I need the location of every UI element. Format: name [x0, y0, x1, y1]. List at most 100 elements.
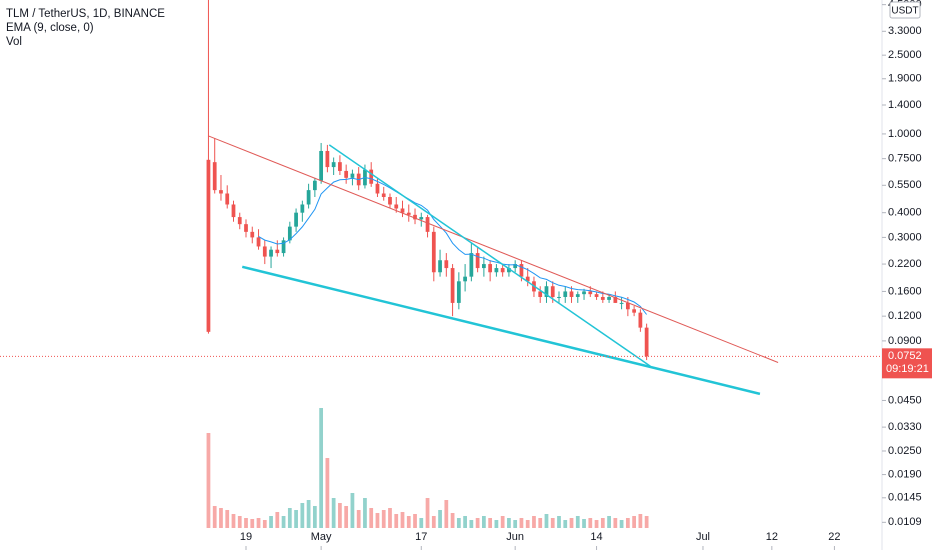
volume-bar [613, 518, 618, 528]
y-tick-label: 2.5000 [888, 49, 922, 61]
candle-body [300, 204, 305, 213]
y-tick-label: 1.9000 [888, 73, 922, 85]
volume-bar [369, 508, 374, 528]
candle-body [444, 260, 449, 269]
volume-bar [212, 506, 217, 528]
volume-bar [450, 513, 455, 528]
candle-body [206, 159, 211, 332]
volume-bar [262, 520, 267, 528]
volume-bar [250, 519, 255, 528]
volume-bar [256, 518, 261, 528]
y-tick-label: 0.5500 [888, 179, 922, 191]
volume-bar [331, 498, 336, 528]
volume-bar [619, 520, 624, 528]
volume-bar [456, 518, 461, 528]
y-tick-label: 0.0145 [888, 492, 922, 504]
volume-bar [394, 514, 399, 528]
candle-body [613, 296, 618, 303]
volume-bar [488, 518, 493, 528]
volume-legend: Vol [6, 36, 22, 48]
volume-bar [638, 514, 643, 528]
y-tick-label: 0.0190 [888, 468, 922, 480]
volume-bar [644, 516, 649, 528]
last-price-label: 0.0752 [888, 350, 922, 362]
volume-bar [287, 508, 292, 528]
volume-bar [569, 518, 574, 528]
candle-body [369, 169, 374, 184]
candle-body [237, 217, 242, 225]
candle-body [413, 214, 417, 220]
x-tick-label: 22 [828, 531, 840, 543]
y-tick-label: 1.4000 [888, 99, 922, 111]
candle-body [507, 268, 511, 273]
volume-bar [607, 516, 611, 528]
chart-title: TLM / TetherUS, 1D, BINANCE [6, 8, 165, 20]
candle-body [588, 291, 593, 295]
volume-bar [519, 518, 524, 528]
candle-body [287, 226, 292, 241]
volume-bar [381, 510, 386, 528]
volume-bar [500, 516, 505, 528]
x-tick-label: May [311, 531, 332, 543]
y-tick-label: 0.3000 [888, 231, 922, 243]
y-tick-label: 0.0900 [888, 335, 922, 347]
candle-body [500, 268, 505, 273]
volume-bar [300, 503, 305, 528]
volume-bar [294, 510, 298, 528]
y-tick-label: 0.2200 [888, 258, 922, 270]
volume-bar [225, 510, 230, 528]
volume-bar [544, 514, 549, 528]
volume-bar [557, 516, 561, 528]
volume-bar [469, 520, 474, 528]
ema-legend: EMA (9, close, 0) [6, 22, 94, 34]
candle-body [262, 246, 267, 257]
volume-bar [438, 510, 442, 528]
volume-bar [413, 514, 417, 528]
volume-bar [350, 493, 355, 528]
x-tick-label: 17 [415, 531, 427, 543]
candle-body [544, 286, 549, 297]
candle-body [575, 294, 580, 297]
candle-body [400, 208, 405, 213]
trend-line [328, 144, 651, 367]
candle-body [331, 162, 336, 168]
y-tick-label: 0.0250 [888, 445, 922, 457]
trend-line [208, 135, 779, 363]
volume-bar [594, 520, 599, 528]
candle-body [632, 309, 636, 313]
volume-bar [338, 503, 342, 528]
x-tick-label: 12 [766, 531, 778, 543]
candle-body [294, 212, 298, 227]
y-tick-label: 0.1200 [888, 310, 922, 322]
candle-body [250, 231, 255, 238]
trend-line [241, 265, 761, 396]
candle-body [225, 193, 230, 205]
volume-bar [375, 513, 380, 528]
volume-bar [231, 514, 236, 528]
volume-bar [482, 516, 486, 528]
candle-body [469, 253, 474, 277]
volume-bar [625, 518, 630, 528]
volume-bar [325, 458, 330, 528]
volume-bar [363, 498, 367, 528]
candle-body [513, 264, 518, 269]
x-tick-label: Jul [696, 531, 710, 543]
candle-body [456, 281, 461, 303]
candle-body [350, 173, 355, 178]
volume-bar [356, 510, 361, 528]
volume-bar [507, 518, 511, 528]
candle-body [525, 276, 530, 282]
volume-bar [550, 518, 555, 528]
y-tick-label: 0.1600 [888, 285, 922, 297]
volume-bar [319, 408, 324, 528]
candle-body [625, 302, 630, 310]
volume-bar [400, 512, 405, 528]
volume-bar [219, 508, 223, 528]
currency-label: USDT [891, 6, 918, 17]
volume-bar [563, 520, 568, 528]
volume-bar [419, 518, 424, 528]
y-tick-label: 0.7500 [888, 153, 922, 165]
candle-body [419, 217, 424, 220]
candle-body [212, 162, 217, 191]
candle-body [494, 268, 499, 273]
